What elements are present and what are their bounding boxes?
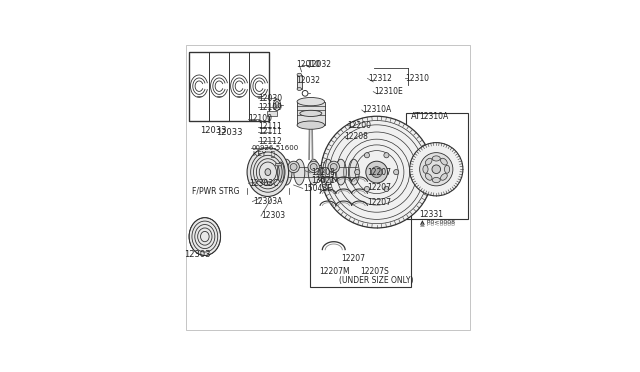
Ellipse shape [273,99,280,110]
Circle shape [288,161,300,173]
Ellipse shape [348,159,359,185]
Circle shape [366,161,388,183]
Text: 12032: 12032 [307,60,332,69]
Ellipse shape [300,110,322,116]
Ellipse shape [323,159,333,185]
Text: 12303: 12303 [184,250,211,259]
Ellipse shape [297,87,301,90]
Text: 12310: 12310 [405,74,429,83]
Text: (UNDER SIZE ONLY): (UNDER SIZE ONLY) [339,276,413,285]
Ellipse shape [432,156,440,161]
Text: 12207: 12207 [367,169,392,177]
Text: 12010: 12010 [296,60,320,69]
Text: 12331: 12331 [420,210,444,219]
Text: 15043E: 15043E [303,184,333,193]
Text: ▲ P0<0008: ▲ P0<0008 [420,221,454,226]
Bar [209,52,229,121]
Text: 12208: 12208 [311,169,335,177]
Ellipse shape [247,148,289,196]
Text: KEY  キ-: KEY キ- [253,150,277,157]
Text: 13021: 13021 [311,176,335,185]
Ellipse shape [189,218,221,256]
Text: 12303A: 12303A [253,197,282,206]
Text: 12032: 12032 [296,76,320,85]
Ellipse shape [265,169,271,176]
Circle shape [328,161,339,173]
Text: 12033: 12033 [216,128,243,137]
Bar [310,165,411,287]
Ellipse shape [308,159,319,185]
Bar [189,52,209,121]
Text: 12112: 12112 [258,137,282,146]
Text: 12111: 12111 [259,122,282,131]
Ellipse shape [294,159,305,185]
Circle shape [268,182,270,185]
Text: 12030: 12030 [258,94,282,103]
Text: 12100: 12100 [248,114,273,123]
Ellipse shape [440,173,447,180]
Text: 12310A: 12310A [362,105,392,115]
Text: ▲ P0<0008: ▲ P0<0008 [420,219,454,224]
Text: 12200: 12200 [348,121,371,130]
Circle shape [321,116,433,228]
Ellipse shape [281,159,292,185]
Circle shape [330,164,337,170]
Text: 12303: 12303 [262,211,285,221]
Bar [189,52,269,121]
Ellipse shape [440,158,447,165]
Text: 12207: 12207 [367,183,392,192]
Bar [297,75,301,89]
Ellipse shape [425,158,432,165]
Circle shape [355,170,360,175]
Text: AT: AT [411,112,421,121]
Circle shape [420,153,453,186]
Text: 00926-51600: 00926-51600 [252,145,298,151]
Ellipse shape [425,173,432,180]
Circle shape [290,164,297,170]
Text: 12303C: 12303C [249,179,278,188]
Ellipse shape [423,165,428,173]
Circle shape [262,179,266,183]
Circle shape [384,153,389,158]
Circle shape [432,165,440,173]
Text: 12207: 12207 [341,254,365,263]
Circle shape [394,170,399,175]
FancyBboxPatch shape [276,164,282,166]
Ellipse shape [297,97,324,106]
Bar [189,52,269,121]
Ellipse shape [297,121,324,129]
Text: 12207M: 12207M [319,267,349,276]
Ellipse shape [335,159,346,185]
Circle shape [310,164,317,170]
Text: 12207: 12207 [367,198,392,207]
Text: 12109: 12109 [258,103,282,112]
Text: 12310E: 12310E [374,87,403,96]
Text: 12208: 12208 [344,132,369,141]
Text: 12111: 12111 [259,127,282,136]
Ellipse shape [445,165,450,173]
Bar [406,113,468,219]
Circle shape [364,153,369,158]
Bar [267,110,277,116]
Bar [229,52,249,121]
Text: 12207S: 12207S [360,267,389,276]
Bar [249,52,269,121]
Circle shape [384,186,389,192]
Text: 12033: 12033 [200,126,227,135]
Ellipse shape [277,162,284,182]
Bar [297,102,324,125]
Text: 12312: 12312 [368,74,392,83]
Circle shape [410,142,463,196]
Ellipse shape [432,177,440,183]
Text: F/PWR STRG: F/PWR STRG [192,187,239,196]
Ellipse shape [275,102,279,108]
Text: 12310A: 12310A [420,112,449,121]
Circle shape [364,186,369,192]
Ellipse shape [297,73,301,76]
Circle shape [308,161,319,173]
Circle shape [371,167,382,177]
